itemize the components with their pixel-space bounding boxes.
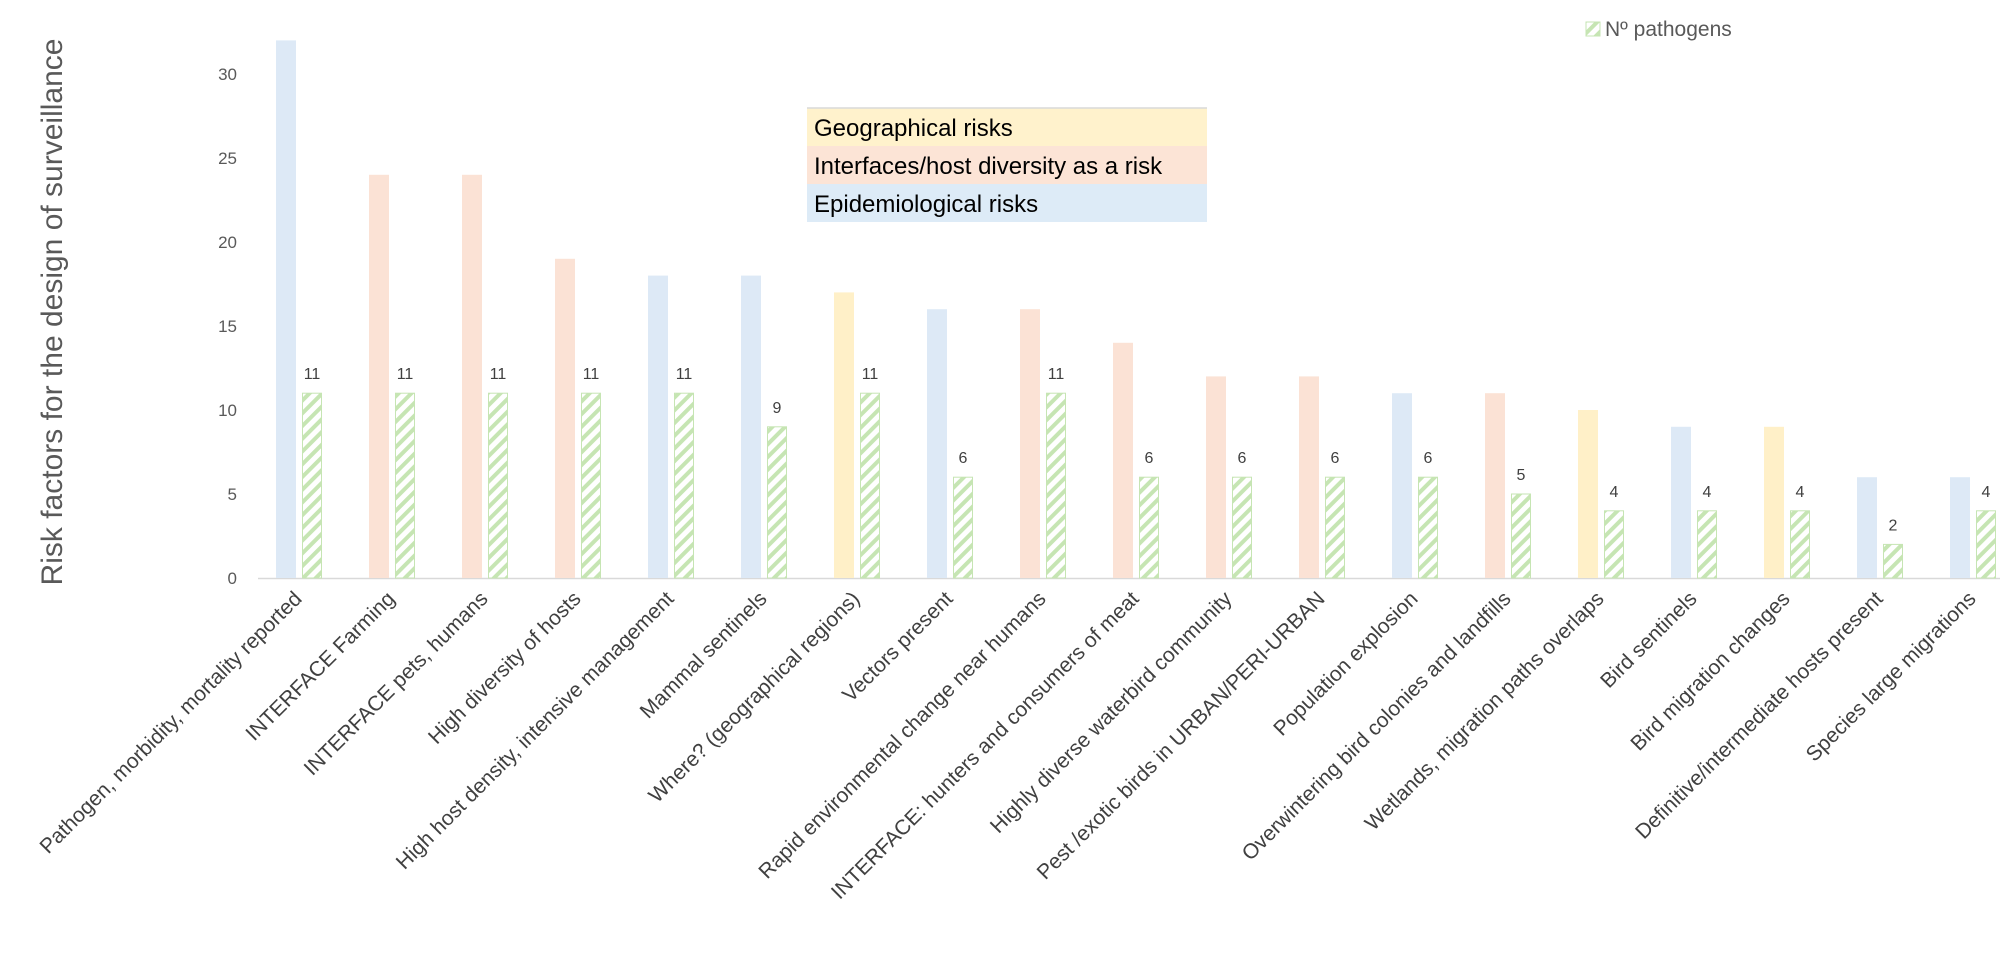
bar-risk-factor [834,292,854,578]
bar-risk-factor [276,40,296,578]
bar-pathogens [1697,510,1717,579]
bar-risk-factor [1206,376,1226,578]
category-label: Bird sentinels [1596,587,1701,692]
bar-risk-factor [555,258,575,578]
category-label: High diversity of hosts [424,587,586,749]
risk-category-label-geographical: Geographical risks [814,115,1013,142]
bar-risk-factor [1299,376,1319,578]
bar-pathogens [1139,476,1159,579]
bar-pathogens [674,392,694,579]
data-label: 11 [490,366,507,383]
bar-risk-factor [1950,477,1970,578]
data-label: 4 [1796,484,1805,501]
y-tick-label: 0 [228,569,237,588]
bar-risk-factor [462,174,482,579]
bar-pathogens [1883,543,1903,579]
bar-risk-factor [1857,477,1877,578]
data-label: 5 [1517,467,1526,484]
category-label: INTERFACE: hunters and consumers of meat [827,587,1144,904]
bar-risk-factor [369,174,389,579]
bar-pathogens [395,392,415,579]
data-label: 6 [1145,450,1154,467]
risk-category-box: Geographical risks Interfaces/host divers… [807,107,1207,222]
bar-risk-factor [1764,426,1784,578]
bar-risk-factor [1113,342,1133,578]
data-label: 4 [1610,484,1619,501]
bar-pathogens [581,392,601,579]
risk-category-swatch-interfaces [807,146,1207,184]
bar-risk-factor [741,275,761,578]
bar-risk-factor [1578,410,1598,578]
bar-pathogens [1511,493,1531,579]
category-label: INTERFACE pets, humans [300,587,493,780]
bar-pathogens [302,392,322,579]
y-tick-label: 10 [218,401,237,420]
y-axis-ticks: 0 5 10 15 20 25 30 [218,65,237,588]
category-label: Species large migrations [1802,587,1981,766]
y-tick-label: 15 [218,317,237,336]
data-label: 11 [676,366,693,383]
risk-category-swatch-epidemiological [807,184,1207,222]
risk-category-label-interfaces: Interfaces/host diversity as a risk [814,153,1163,180]
bar-risk-factor [1392,393,1412,578]
data-label: 4 [1703,484,1712,501]
legend-label-pathogens: Nº pathogens [1605,18,1732,41]
data-label: 9 [773,400,782,417]
category-label: Bird migration changes [1626,587,1794,755]
bar-pathogens [1790,510,1810,579]
bar-series [276,40,1996,579]
data-label: 4 [1982,484,1991,501]
bar-pathogens [488,392,508,579]
y-axis-title: Risk factors for the design of surveilla… [36,39,69,586]
data-labels: 11 11 11 11 11 9 11 6 11 6 6 6 6 5 4 4 4 2 4 [304,366,1991,534]
data-label: 11 [1048,366,1065,383]
data-label: 11 [304,366,321,383]
legend-swatch-pathogens [1585,21,1601,37]
category-label: INTERFACE Farming [241,587,399,745]
bar-pathogens [860,392,880,579]
data-label: 6 [1424,450,1433,467]
bar-risk-factor [1671,426,1691,578]
data-label: 6 [1331,450,1340,467]
risk-category-label-epidemiological: Epidemiological risks [814,191,1038,218]
data-label: 2 [1889,517,1898,534]
bar-pathogens [1325,476,1345,579]
data-label: 6 [1238,450,1247,467]
data-label: 11 [583,366,600,383]
data-label: 11 [397,366,414,383]
bar-risk-factor [1020,309,1040,578]
bar-pathogens [1604,510,1624,579]
bar-pathogens [1418,476,1438,579]
bar-pathogens [1976,510,1996,579]
y-tick-label: 20 [218,233,237,252]
bar-pathogens [953,476,973,579]
bar-risk-factor [1485,393,1505,578]
data-label: 6 [959,450,968,467]
bar-risk-factor [648,275,668,578]
data-label: 11 [862,366,879,383]
legend: Nº pathogens [1585,18,1732,41]
bar-pathogens [767,426,787,579]
bar-pathogens [1232,476,1252,579]
bar-risk-factor [927,309,947,578]
bar-pathogens [1046,392,1066,579]
y-tick-label: 30 [218,65,237,84]
y-tick-label: 25 [218,149,237,168]
y-tick-label: 5 [228,485,237,504]
risk-category-swatch-geographical [807,108,1207,146]
x-axis-category-labels: Pathogen, morbidity, mortality reportedI… [36,587,1981,904]
